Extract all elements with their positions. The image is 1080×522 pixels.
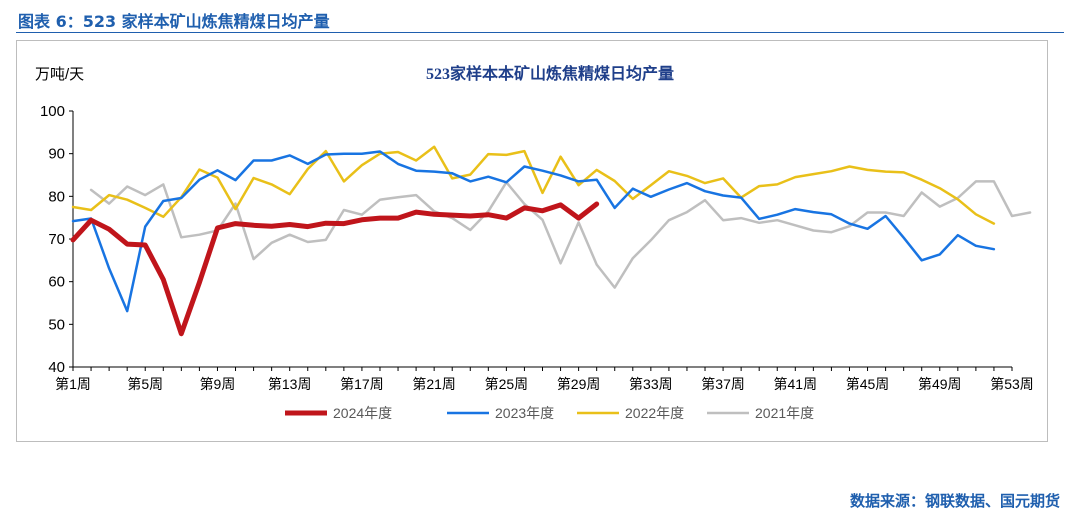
- y-tick-label: 100: [40, 103, 65, 120]
- x-tick-label: 第1周: [55, 376, 91, 392]
- x-tick-label: 第53周: [990, 376, 1034, 392]
- x-tick-label: 第49周: [918, 376, 962, 392]
- y-tick-label: 50: [48, 316, 65, 333]
- series-line-2024年度: [70, 201, 600, 337]
- x-tick-label: 第33周: [629, 376, 673, 392]
- series-line-2022年度: [71, 145, 996, 225]
- y-tick-label: 60: [48, 274, 65, 291]
- x-tick-label: 第17周: [340, 376, 384, 392]
- chart-title: 523家样本本矿山炼焦精煤日均产量: [426, 64, 674, 83]
- x-tick-label: 第29周: [557, 376, 601, 392]
- x-tick-label: 第41周: [774, 376, 818, 392]
- y-tick-label: 40: [48, 359, 65, 376]
- x-tick-label: 第5周: [127, 376, 163, 392]
- legend: 2024年度 2023年度 2022年度 2021年度: [285, 405, 814, 421]
- legend-label: 2023年度: [495, 405, 554, 421]
- series-line-2023年度: [71, 150, 996, 313]
- x-tick-label: 第45周: [846, 376, 890, 392]
- y-axis-unit-label: 万吨/天: [35, 66, 84, 83]
- x-tick-label: 第13周: [268, 376, 312, 392]
- x-tick-label: 第25周: [485, 376, 529, 392]
- x-tick-label: 第9周: [200, 376, 236, 392]
- y-tick-label: 90: [48, 146, 65, 163]
- figure-title: 图表 6：523 家样本矿山炼焦精煤日均产量: [18, 12, 330, 31]
- x-tick-label: 第21周: [412, 376, 456, 392]
- legend-label: 2024年度: [333, 405, 392, 421]
- title-rule: [16, 32, 1064, 33]
- y-tick-label: 80: [48, 188, 65, 205]
- series-lines: [70, 145, 1032, 337]
- series-line-2021年度: [89, 180, 1032, 289]
- axes: 40 50 60 70 80 90 100 第1周 第5周 第9周 第13周 第17周 第21周 第25周…: [40, 103, 1034, 392]
- legend-label: 2022年度: [625, 405, 684, 421]
- source-note: 数据来源：钢联数据、国元期货: [849, 492, 1060, 510]
- chart-frame: 万吨/天 523家样本本矿山炼焦精煤日均产量 40 50 60 70 80 90 100 第1…: [16, 40, 1048, 442]
- line-chart: 万吨/天 523家样本本矿山炼焦精煤日均产量 40 50 60 70 80 90 100 第1…: [35, 64, 1034, 421]
- x-tick-label: 第37周: [701, 376, 745, 392]
- y-tick-label: 70: [48, 231, 65, 248]
- legend-label: 2021年度: [755, 405, 814, 421]
